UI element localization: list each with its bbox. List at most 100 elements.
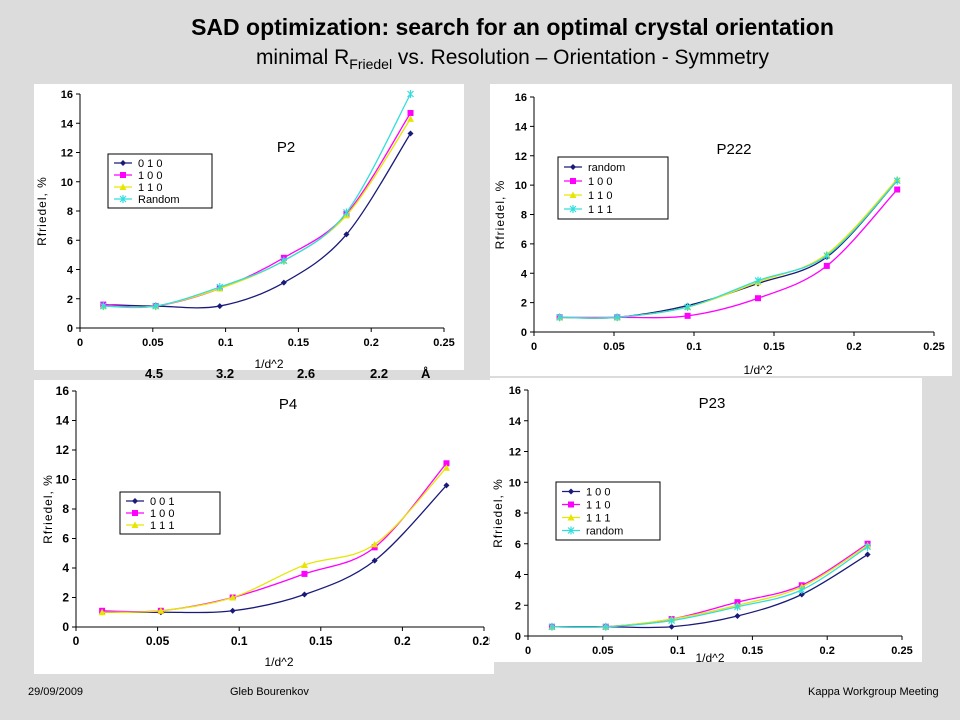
data-point — [371, 540, 379, 548]
legend-label: Random — [138, 194, 180, 206]
legend-label: 1 0 0 — [588, 176, 612, 188]
legend-marker — [132, 498, 138, 504]
data-point — [684, 312, 691, 319]
x-tick-label: 0.15 — [763, 341, 784, 353]
y-axis-title: Rfriedel, % — [35, 176, 49, 246]
legend-label: 1 1 1 — [586, 513, 610, 525]
y-tick-label: 2 — [521, 298, 527, 310]
series-line — [102, 467, 447, 613]
data-point — [734, 613, 741, 620]
y-tick-label: 8 — [67, 206, 73, 218]
resolution-label-angstrom: Å — [421, 366, 431, 381]
y-tick-label: 8 — [515, 508, 521, 520]
legend-label: 1 0 0 — [138, 170, 162, 182]
data-point — [407, 115, 415, 122]
legend-marker — [132, 510, 138, 516]
axes: 0 2 4 6 8 10 12 14 16 0 0.05 0.1 0.15 0.2 0.25 — [509, 385, 913, 657]
x-tick-label: 0.15 — [309, 634, 333, 648]
y-tick-label: 12 — [56, 443, 70, 457]
legend-marker — [120, 172, 126, 178]
chart-title: P222 — [716, 141, 751, 158]
data-point — [798, 585, 806, 594]
x-tick-label: 0.05 — [146, 634, 170, 648]
y-tick-label: 12 — [61, 148, 73, 160]
y-tick-label: 12 — [509, 447, 521, 459]
x-tick-label: 0.15 — [742, 645, 763, 657]
y-tick-label: 8 — [62, 502, 69, 516]
legend-marker — [570, 178, 576, 184]
y-axis-title: Rfriedel, % — [41, 474, 55, 544]
data-point — [157, 607, 165, 614]
y-tick-label: 4 — [67, 265, 74, 277]
legend: 0 0 11 0 01 1 1 — [119, 491, 221, 535]
data-point — [216, 303, 223, 310]
data-point — [823, 262, 830, 269]
y-tick-label: 16 — [509, 385, 521, 397]
series-110 — [99, 115, 415, 310]
chart-p23: 0 2 4 6 8 10 12 14 16 0 0.05 0.1 0.15 0.2 0.25 1/d^2 Rfr… — [490, 378, 922, 662]
data-point — [98, 608, 106, 616]
x-tick-label: 0.25 — [433, 337, 454, 349]
x-tick-label: 0.1 — [686, 341, 701, 353]
y-tick-label: 2 — [515, 600, 521, 612]
chart-p23-svg: 0 2 4 6 8 10 12 14 16 0 0.05 0.1 0.15 0.2 0.25 1/d^2 Rfr… — [491, 385, 913, 662]
legend-label: 1 1 0 — [586, 500, 610, 512]
legend-label: 1 0 0 — [150, 508, 174, 520]
data-point — [823, 251, 831, 260]
data-point — [734, 602, 741, 611]
data-point — [864, 551, 871, 558]
data-point — [407, 110, 414, 117]
axes: 0 2 4 6 8 10 12 14 16 0 0.05 0.1 0.15 0.2 0.25 — [56, 384, 494, 648]
resolution-label-3.2: 3.2 — [216, 366, 235, 381]
data-point — [371, 557, 378, 564]
x-tick-label: 0.15 — [288, 337, 309, 349]
data-point — [684, 303, 692, 312]
data-point — [602, 622, 610, 631]
chart-p2: 0 2 4 6 8 10 12 14 16 0 0.05 0.1 0.15 0.2 0.25 1/d^2 Rfr… — [34, 84, 464, 370]
footer-author: Gleb Bourenkov — [230, 686, 309, 698]
y-tick-label: 6 — [521, 239, 527, 251]
series-111 — [98, 464, 450, 616]
legend-label: 0 0 1 — [150, 496, 174, 508]
data-point — [343, 231, 350, 238]
y-tick-label: 12 — [515, 151, 527, 163]
data-point — [280, 279, 287, 286]
y-tick-label: 2 — [62, 591, 69, 605]
y-tick-label: 4 — [515, 570, 522, 582]
legend-marker — [131, 521, 139, 528]
x-tick-label: 0.1 — [231, 634, 248, 648]
y-tick-label: 8 — [521, 210, 527, 222]
series-100 — [99, 460, 450, 614]
y-tick-label: 6 — [67, 235, 73, 247]
series-line — [103, 118, 412, 308]
legend-marker — [119, 195, 127, 203]
data-point — [407, 130, 414, 137]
x-tick-label: 0.25 — [923, 341, 944, 353]
series-100 — [100, 110, 414, 310]
footer-date: 29/09/2009 — [28, 686, 84, 698]
series-line — [102, 462, 447, 613]
series-line — [551, 546, 868, 628]
data-point — [443, 460, 450, 467]
data-point — [798, 591, 805, 598]
data-point — [548, 622, 556, 631]
x-tick-label: 0.2 — [820, 645, 835, 657]
y-tick-label: 14 — [509, 416, 522, 428]
legend-marker — [567, 514, 575, 521]
legend-marker — [120, 160, 126, 166]
y-tick-label: 10 — [509, 477, 521, 489]
series-100 — [548, 551, 871, 630]
y-tick-label: 16 — [61, 89, 73, 101]
series-line — [551, 553, 868, 629]
x-tick-label: 0 — [525, 645, 531, 657]
series-111 — [548, 541, 872, 630]
subtitle-rest: vs. Resolution – Orientation - Symmetry — [392, 46, 770, 69]
data-point — [229, 607, 236, 614]
footer-event: Kappa Workgroup Meeting — [808, 686, 939, 698]
axes: 0 2 4 6 8 10 12 14 16 0 0.05 0.1 0.15 0.2 0.25 — [515, 92, 945, 353]
chart-p4: 0 2 4 6 8 10 12 14 16 0 0.05 0.1 0.15 0.2 0.25 1/d^2 Rfr… — [34, 380, 494, 674]
legend-label: 1 1 0 — [138, 182, 162, 194]
axes: 0 2 4 6 8 10 12 14 16 0 0.05 0.1 0.15 0.2 0.25 — [61, 89, 455, 349]
x-tick-label: 0.25 — [472, 634, 494, 648]
series-line — [551, 543, 868, 628]
